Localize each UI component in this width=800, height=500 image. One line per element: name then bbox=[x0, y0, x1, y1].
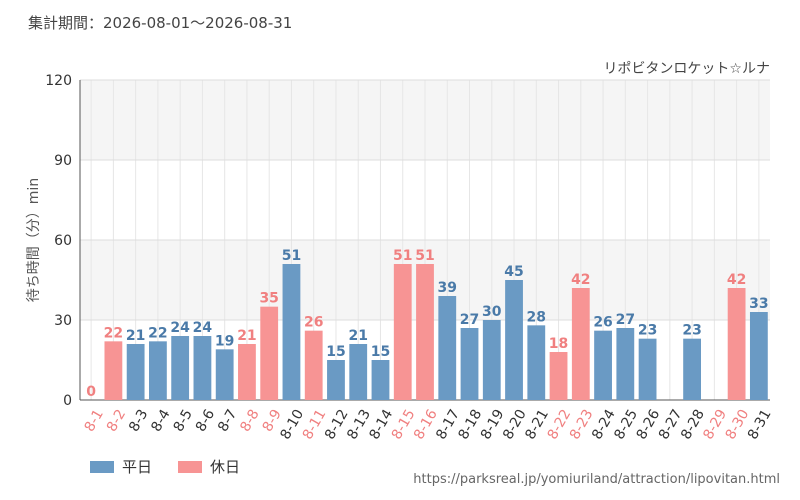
bar bbox=[282, 264, 301, 400]
bar bbox=[215, 349, 234, 400]
y-axis-label: 待ち時間（分）min bbox=[26, 178, 42, 302]
data-label: 30 bbox=[482, 304, 502, 320]
x-tick-label: 8-3 bbox=[126, 407, 151, 435]
period-label: 集計期間：2026-08-01～2026-08-31 bbox=[28, 14, 293, 32]
data-label: 22 bbox=[148, 325, 167, 341]
y-tick-label: 90 bbox=[54, 153, 72, 169]
x-tick-label: 8-8 bbox=[237, 407, 262, 435]
attraction-name: リポビタンロケット☆ルナ bbox=[603, 61, 770, 77]
data-label: 21 bbox=[237, 328, 256, 344]
bar bbox=[727, 288, 746, 400]
data-label: 33 bbox=[749, 296, 768, 312]
x-tick-label: 8-4 bbox=[148, 407, 173, 435]
bar bbox=[683, 338, 701, 400]
data-label: 18 bbox=[549, 336, 568, 352]
data-label: 21 bbox=[348, 328, 367, 344]
data-label: 51 bbox=[415, 248, 434, 264]
source-link[interactable]: https://parksreal.jp/yomiuriland/attract… bbox=[413, 472, 780, 487]
bar bbox=[749, 312, 768, 400]
bar bbox=[149, 341, 167, 400]
data-label: 35 bbox=[259, 291, 278, 307]
legend-label-weekday: 平日 bbox=[122, 458, 153, 476]
data-label: 19 bbox=[215, 333, 234, 349]
y-tick-label: 30 bbox=[54, 313, 72, 329]
bar bbox=[416, 264, 434, 400]
data-label: 21 bbox=[126, 328, 145, 344]
bar bbox=[171, 336, 190, 400]
x-tick-label: 8-6 bbox=[193, 407, 218, 435]
bar bbox=[505, 280, 523, 400]
bar bbox=[571, 288, 590, 400]
x-tick-label: 8-2 bbox=[104, 407, 129, 435]
bar bbox=[460, 328, 479, 400]
bar bbox=[193, 336, 212, 400]
data-label: 51 bbox=[282, 248, 301, 264]
bar bbox=[638, 338, 657, 400]
bar bbox=[327, 360, 345, 400]
bar bbox=[260, 306, 279, 400]
data-label: 0 bbox=[86, 384, 96, 400]
legend-swatch-holiday bbox=[178, 460, 203, 473]
bar bbox=[371, 360, 390, 400]
legend-item-holiday: 休日 bbox=[178, 456, 240, 477]
data-label: 24 bbox=[170, 320, 190, 336]
x-tick-label: 8-7 bbox=[215, 407, 240, 435]
data-label: 23 bbox=[682, 323, 701, 339]
bar bbox=[438, 296, 457, 400]
bar bbox=[527, 325, 546, 400]
legend-item-weekday: 平日 bbox=[90, 456, 152, 477]
x-tick-label: 8-31 bbox=[745, 407, 775, 443]
bar bbox=[616, 328, 635, 400]
data-label: 26 bbox=[593, 315, 612, 331]
y-tick-label: 0 bbox=[63, 393, 72, 409]
y-tick-label: 60 bbox=[54, 233, 72, 249]
data-label: 39 bbox=[438, 280, 457, 296]
bar bbox=[549, 352, 568, 400]
data-label: 15 bbox=[326, 344, 345, 360]
data-label: 27 bbox=[460, 312, 479, 328]
data-label: 27 bbox=[616, 312, 635, 328]
x-tick-label: 8-5 bbox=[171, 407, 196, 435]
bar bbox=[349, 344, 368, 400]
bar bbox=[482, 320, 501, 400]
data-label: 45 bbox=[504, 264, 523, 280]
data-label: 42 bbox=[571, 272, 590, 288]
data-label: 28 bbox=[527, 309, 546, 325]
bar bbox=[238, 344, 256, 400]
y-tick-label: 120 bbox=[45, 73, 72, 89]
bar bbox=[393, 264, 412, 400]
bar bbox=[304, 330, 323, 400]
data-label: 51 bbox=[393, 248, 412, 264]
bar bbox=[594, 330, 612, 400]
bar bbox=[104, 341, 123, 400]
data-label: 15 bbox=[371, 344, 390, 360]
data-label: 22 bbox=[104, 325, 123, 341]
legend: 平日 休日 bbox=[90, 456, 240, 477]
data-label: 23 bbox=[638, 323, 657, 339]
legend-swatch-weekday bbox=[90, 460, 114, 473]
legend-label-holiday: 休日 bbox=[210, 458, 241, 476]
data-label: 24 bbox=[193, 320, 213, 336]
x-tick-label: 8-1 bbox=[82, 407, 107, 435]
data-label: 26 bbox=[304, 315, 323, 331]
bar bbox=[126, 344, 145, 400]
data-label: 42 bbox=[727, 272, 746, 288]
